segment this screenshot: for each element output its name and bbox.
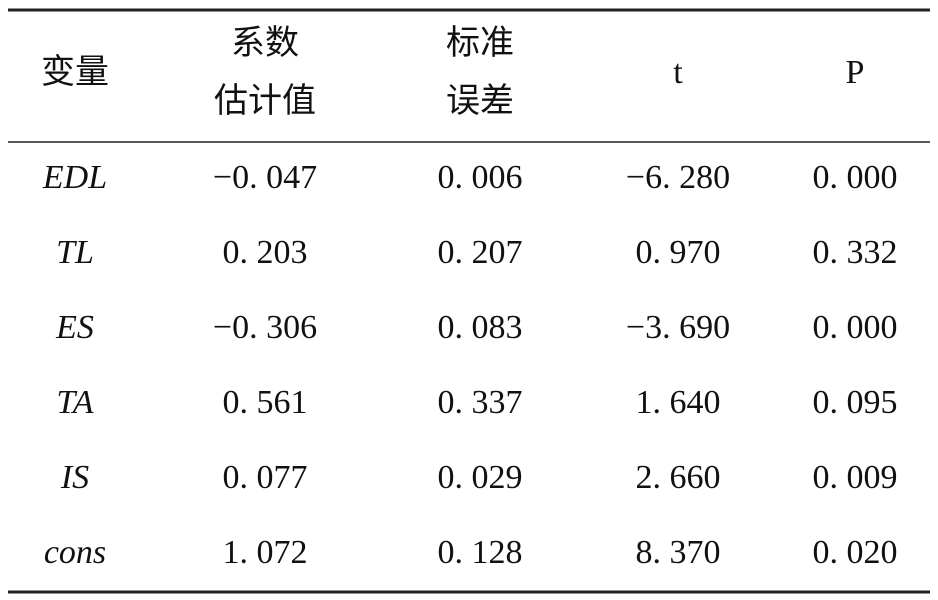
- table-cell: 0. 203: [223, 234, 308, 271]
- header-cell: 标准: [446, 24, 514, 62]
- table-cell: 0. 207: [438, 234, 523, 271]
- table-cell: 0. 006: [438, 159, 523, 196]
- header-cell: 误差: [446, 82, 514, 120]
- row-label: cons: [44, 534, 106, 571]
- row-label: IS: [60, 459, 89, 496]
- header-cell: 变量: [41, 53, 109, 91]
- table-cell: 0. 332: [813, 234, 898, 271]
- table-cell: 8. 370: [636, 534, 721, 571]
- table-cell: 0. 009: [813, 459, 898, 496]
- row-label: EDL: [42, 159, 107, 196]
- table-cell: 0. 095: [813, 384, 898, 421]
- row-label: TA: [56, 384, 93, 421]
- header-cell: t: [673, 54, 683, 91]
- table-cell: 0. 000: [813, 309, 898, 346]
- table-cell: 1. 640: [636, 384, 721, 421]
- table-cell: 0. 970: [636, 234, 721, 271]
- table-cell: 0. 029: [438, 459, 523, 496]
- table-cell: −0. 306: [213, 309, 317, 346]
- table-cell: 0. 083: [438, 309, 523, 346]
- header-cell: 估计值: [214, 82, 316, 120]
- table-cell: 0. 020: [813, 534, 898, 571]
- header-cell: P: [846, 54, 865, 91]
- row-label: TL: [56, 234, 94, 271]
- table-cell: 0. 337: [438, 384, 523, 421]
- table-cell: 1. 072: [223, 534, 308, 571]
- table-cell: 0. 561: [223, 384, 308, 421]
- table-cell: −6. 280: [626, 159, 730, 196]
- table-cell: −0. 047: [213, 159, 317, 196]
- header-cell: 系数: [231, 24, 299, 62]
- table-cell: −3. 690: [626, 309, 730, 346]
- row-label: ES: [55, 309, 94, 346]
- table-cell: 2. 660: [636, 459, 721, 496]
- table-cell: 0. 128: [438, 534, 523, 571]
- table-cell: 0. 077: [223, 459, 308, 496]
- table-cell: 0. 000: [813, 159, 898, 196]
